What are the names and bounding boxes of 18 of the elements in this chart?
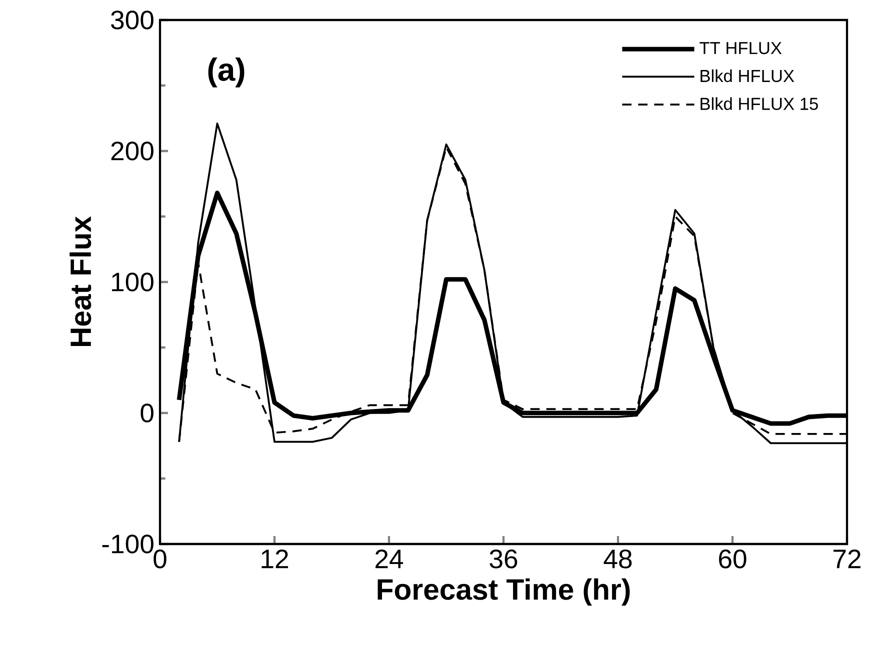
y-tick-label: 300 [111, 10, 154, 30]
legend-label: Blkd HFLUX 15 [700, 97, 818, 110]
legend-label: Blkd HFLUX [700, 69, 794, 82]
x-tick-label: 48 [604, 550, 632, 568]
x-tick-label: 60 [719, 550, 746, 568]
y-tick-label: 100 [112, 272, 154, 292]
y-tick-label: 0 [140, 404, 154, 422]
x-tick-label: 12 [262, 550, 288, 568]
x-tick-label: 24 [376, 550, 404, 568]
x-tick-label: 72 [834, 550, 860, 568]
y-axis-title: Heat Flux [70, 216, 92, 346]
x-tick-label: 0 [154, 550, 166, 568]
y-tick-label: -100 [102, 534, 154, 554]
annotation: (a) [208, 57, 244, 88]
x-tick-label: 36 [490, 550, 518, 568]
x-axis-title: Forecast Time (hr) [378, 578, 630, 606]
legend-label: TT HFLUX [700, 42, 782, 54]
y-tick-label: 200 [111, 142, 154, 160]
